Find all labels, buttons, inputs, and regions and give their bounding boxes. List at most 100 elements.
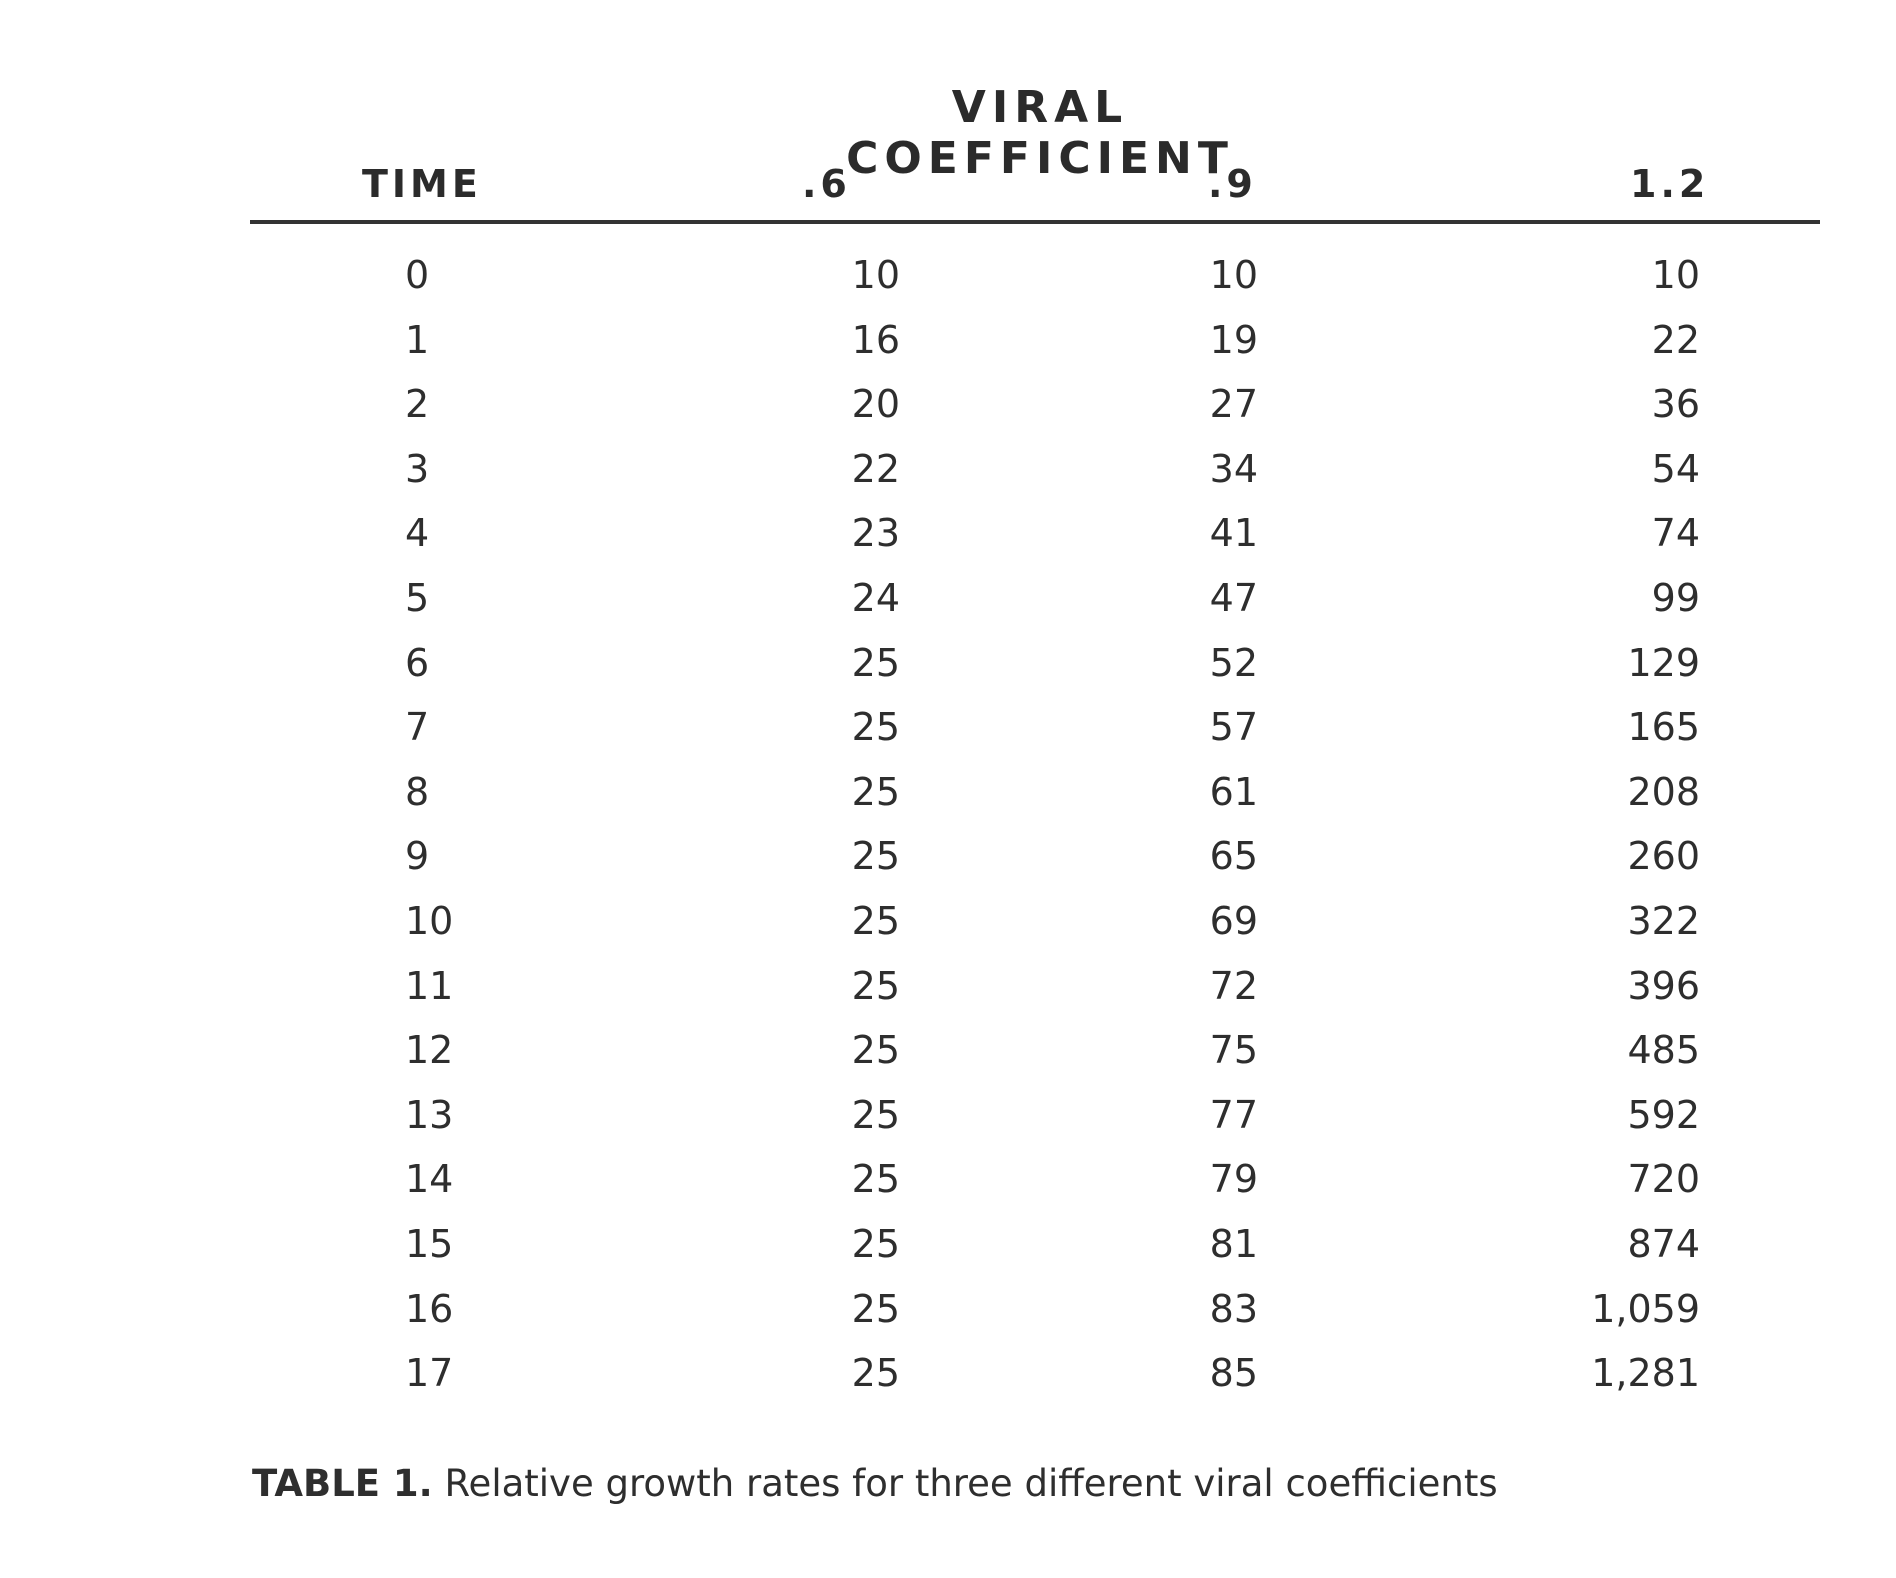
cell-coef-0-6: 25 — [851, 1157, 900, 1202]
cell-time: 8 — [405, 769, 430, 814]
cell-coef-1-2: 36 — [1651, 382, 1700, 427]
cell-coef-0-6: 16 — [851, 317, 900, 362]
table-row: 9 25 65 260 — [0, 826, 1896, 891]
cell-coef-0-9: 34 — [1209, 446, 1258, 491]
table-row: 3 22 34 54 — [0, 439, 1896, 504]
column-group-heading: VIRAL COEFFICIENT — [846, 82, 1234, 184]
table-row: 17 25 85 1,281 — [0, 1343, 1896, 1408]
cell-coef-0-6: 25 — [851, 1351, 900, 1396]
header-time: TIME — [362, 162, 482, 206]
cell-coef-0-6: 25 — [851, 705, 900, 750]
cell-coef-0-9: 52 — [1209, 640, 1258, 685]
cell-coef-0-6: 20 — [851, 382, 900, 427]
cell-time: 14 — [405, 1157, 454, 1202]
cell-coef-0-9: 10 — [1209, 253, 1258, 297]
table-row: 11 25 72 396 — [0, 956, 1896, 1021]
table-row: 14 25 79 720 — [0, 1149, 1896, 1214]
cell-coef-1-2: 1,059 — [1591, 1286, 1700, 1331]
caption-label: TABLE 1. — [252, 1462, 433, 1505]
table-row: 4 23 41 74 — [0, 503, 1896, 568]
cell-coef-0-9: 83 — [1209, 1286, 1258, 1331]
cell-coef-0-9: 61 — [1209, 769, 1258, 814]
table-row: 16 25 83 1,059 — [0, 1279, 1896, 1344]
cell-coef-0-6: 24 — [851, 575, 900, 620]
cell-time: 7 — [405, 705, 430, 750]
cell-coef-1-2: 485 — [1627, 1028, 1700, 1073]
cell-coef-0-6: 25 — [851, 640, 900, 685]
cell-coef-0-9: 65 — [1209, 834, 1258, 879]
table-row: 6 25 52 129 — [0, 633, 1896, 698]
header-coefficient-0-6: .6 — [802, 162, 851, 206]
cell-time: 0 — [405, 253, 430, 297]
cell-coef-1-2: 208 — [1627, 769, 1700, 814]
table-row: 15 25 81 874 — [0, 1214, 1896, 1279]
cell-coef-0-6: 25 — [851, 963, 900, 1008]
cell-time: 4 — [405, 511, 430, 556]
cell-coef-1-2: 592 — [1627, 1092, 1700, 1137]
cell-coef-0-6: 10 — [851, 253, 900, 297]
cell-coef-0-6: 25 — [851, 1092, 900, 1137]
cell-time: 12 — [405, 1028, 454, 1073]
table-row: 13 25 77 592 — [0, 1085, 1896, 1150]
cell-coef-0-6: 25 — [851, 1028, 900, 1073]
cell-time: 13 — [405, 1092, 454, 1137]
cell-coef-0-6: 22 — [851, 446, 900, 491]
cell-time: 11 — [405, 963, 454, 1008]
cell-time: 17 — [405, 1351, 454, 1396]
table-row: 2 20 27 36 — [0, 374, 1896, 439]
cell-time: 5 — [405, 575, 430, 620]
table-row: 5 24 47 99 — [0, 568, 1896, 633]
cell-coef-0-9: 81 — [1209, 1221, 1258, 1266]
cell-coef-0-6: 25 — [851, 1221, 900, 1266]
cell-time: 16 — [405, 1286, 454, 1331]
cell-coef-0-9: 57 — [1209, 705, 1258, 750]
cell-coef-1-2: 396 — [1627, 963, 1700, 1008]
table-header-row: TIME .6 .9 1.2 — [0, 162, 1896, 212]
cell-coef-0-9: 75 — [1209, 1028, 1258, 1073]
cell-coef-1-2: 165 — [1627, 705, 1700, 750]
table-row: 8 25 61 208 — [0, 762, 1896, 827]
cell-coef-1-2: 22 — [1651, 317, 1700, 362]
cell-time: 3 — [405, 446, 430, 491]
cell-coef-1-2: 54 — [1651, 446, 1700, 491]
cell-time: 1 — [405, 317, 430, 362]
cell-coef-0-6: 25 — [851, 898, 900, 943]
cell-coef-0-9: 85 — [1209, 1351, 1258, 1396]
cell-coef-0-6: 25 — [851, 834, 900, 879]
cell-coef-0-9: 27 — [1209, 382, 1258, 427]
cell-coef-1-2: 74 — [1651, 511, 1700, 556]
cell-coef-0-9: 69 — [1209, 898, 1258, 943]
cell-coef-0-9: 77 — [1209, 1092, 1258, 1137]
table-row: 12 25 75 485 — [0, 1020, 1896, 1085]
table-row: 7 25 57 165 — [0, 697, 1896, 762]
table-caption: TABLE 1. Relative growth rates for three… — [252, 1462, 1498, 1505]
cell-coef-1-2: 1,281 — [1591, 1351, 1700, 1396]
cell-coef-1-2: 260 — [1627, 834, 1700, 879]
cell-time: 9 — [405, 834, 430, 879]
cell-time: 2 — [405, 382, 430, 427]
table-body: 0 10 10 10 1 16 19 22 2 20 27 36 3 22 34 54 4 23 41 74 5 24 47… — [0, 245, 1896, 1408]
cell-coef-0-6: 25 — [851, 769, 900, 814]
cell-time: 10 — [405, 898, 454, 943]
cell-coef-0-6: 25 — [851, 1286, 900, 1331]
cell-coef-0-6: 23 — [851, 511, 900, 556]
cell-time: 15 — [405, 1221, 454, 1266]
cell-coef-0-9: 19 — [1209, 317, 1258, 362]
table-row: 10 25 69 322 — [0, 891, 1896, 956]
cell-coef-0-9: 47 — [1209, 575, 1258, 620]
table-row: 0 10 10 10 — [0, 245, 1896, 310]
cell-coef-0-9: 41 — [1209, 511, 1258, 556]
cell-coef-1-2: 874 — [1627, 1221, 1700, 1266]
header-rule — [250, 220, 1820, 224]
cell-coef-1-2: 720 — [1627, 1157, 1700, 1202]
header-coefficient-1-2: 1.2 — [1630, 162, 1710, 206]
table-row: 1 16 19 22 — [0, 310, 1896, 375]
caption-text: Relative growth rates for three differen… — [432, 1462, 1498, 1505]
cell-coef-1-2: 10 — [1651, 253, 1700, 297]
cell-coef-1-2: 322 — [1627, 898, 1700, 943]
cell-coef-1-2: 129 — [1627, 640, 1700, 685]
cell-coef-0-9: 79 — [1209, 1157, 1258, 1202]
cell-coef-1-2: 99 — [1651, 575, 1700, 620]
cell-time: 6 — [405, 640, 430, 685]
